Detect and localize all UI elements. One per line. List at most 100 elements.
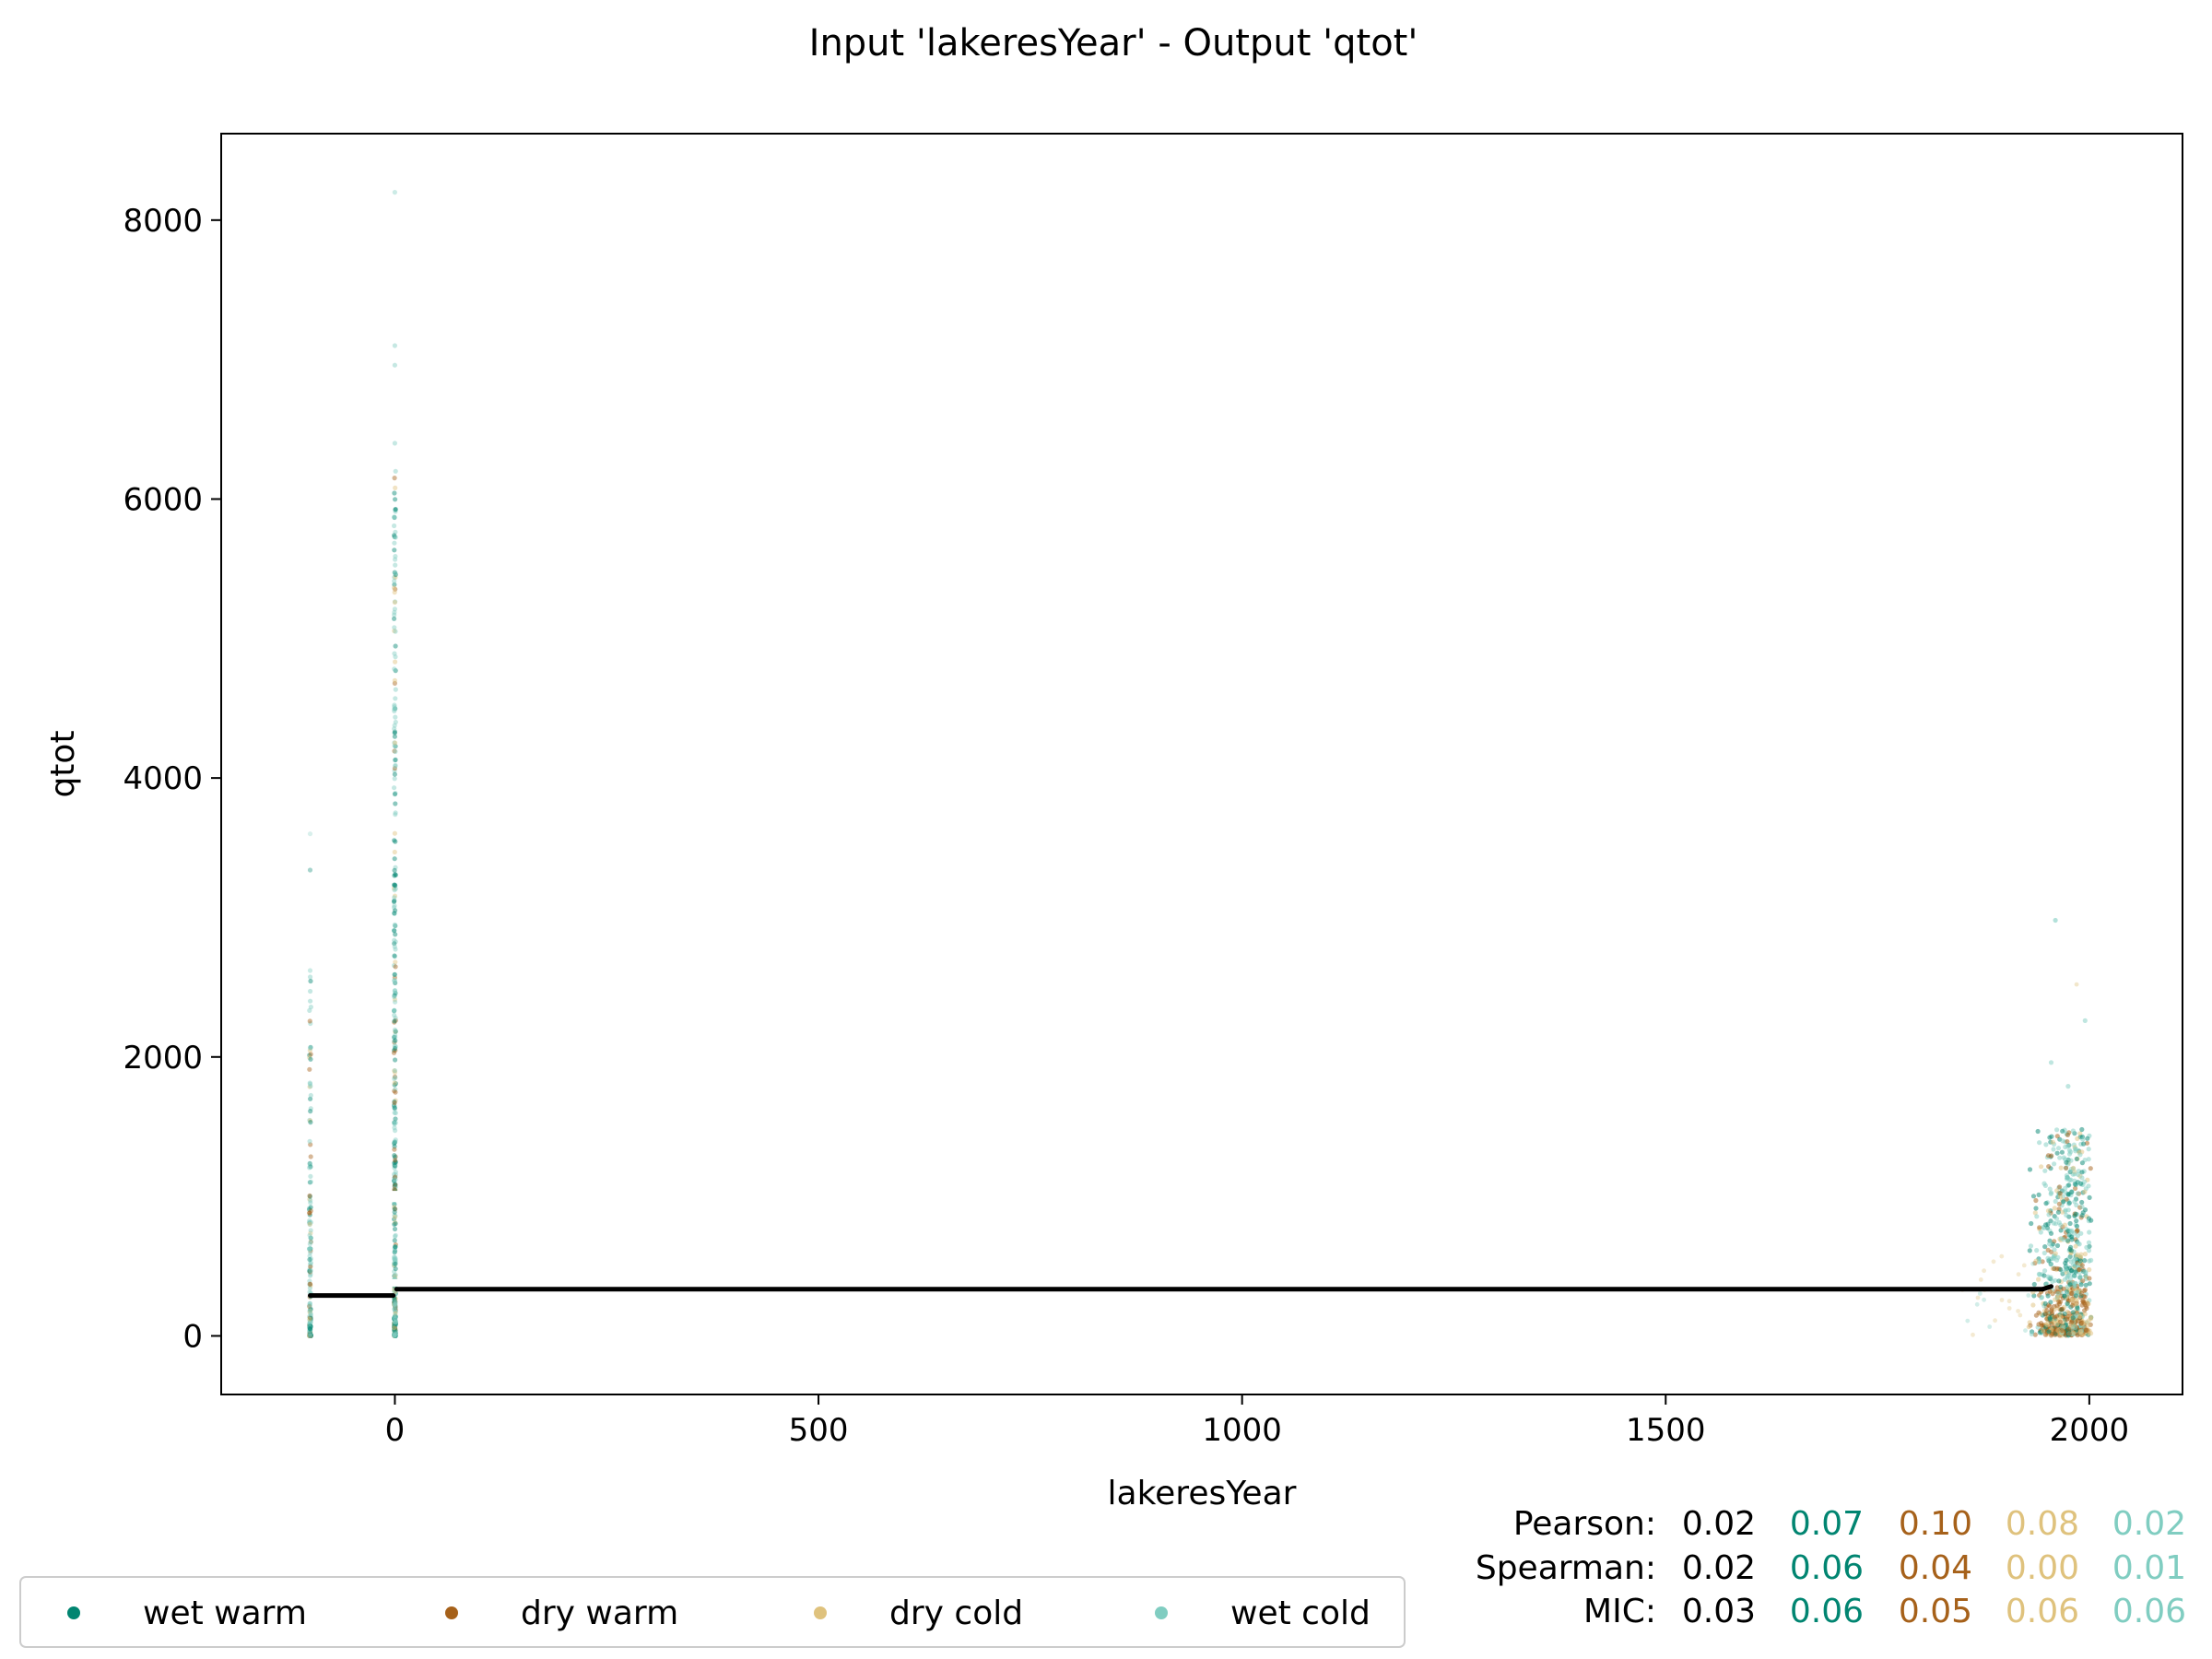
data-point bbox=[393, 1327, 398, 1333]
data-point bbox=[1999, 1253, 2005, 1259]
data-point bbox=[2083, 1269, 2088, 1275]
data-point bbox=[307, 1246, 313, 1252]
data-point bbox=[2059, 1328, 2065, 1334]
data-point bbox=[2078, 1230, 2084, 1236]
data-point bbox=[392, 1333, 397, 1338]
data-point bbox=[308, 1311, 313, 1316]
data-point bbox=[2057, 1191, 2063, 1196]
data-point bbox=[393, 1159, 398, 1165]
data-point bbox=[2080, 1299, 2086, 1304]
data-point bbox=[308, 1283, 313, 1288]
data-point bbox=[393, 1327, 398, 1333]
data-point bbox=[392, 1008, 397, 1014]
data-point bbox=[307, 1221, 312, 1227]
data-point bbox=[308, 1239, 313, 1244]
data-point bbox=[1978, 1277, 1983, 1282]
data-point bbox=[393, 586, 398, 592]
data-point bbox=[392, 1034, 397, 1040]
data-point bbox=[307, 1165, 312, 1171]
data-point bbox=[393, 1081, 398, 1087]
data-point bbox=[308, 1239, 313, 1245]
data-point bbox=[393, 964, 398, 970]
data-point bbox=[2063, 1185, 2068, 1191]
data-point bbox=[393, 1331, 398, 1336]
stat-overall: 0.02 bbox=[1682, 1505, 1756, 1543]
data-point bbox=[2044, 1281, 2050, 1287]
data-point bbox=[308, 1313, 313, 1319]
data-point bbox=[393, 509, 398, 514]
data-point bbox=[393, 959, 398, 965]
data-point bbox=[307, 1333, 312, 1338]
data-point bbox=[307, 1286, 312, 1291]
data-point bbox=[393, 1087, 398, 1092]
y-axis-label: qtot bbox=[44, 730, 82, 797]
data-point bbox=[307, 1253, 312, 1259]
data-point bbox=[393, 1301, 398, 1308]
data-point bbox=[392, 726, 397, 732]
data-point bbox=[392, 606, 397, 612]
data-point bbox=[392, 1329, 397, 1335]
stat-value: 0.04 bbox=[1899, 1549, 1972, 1587]
data-point bbox=[392, 905, 397, 911]
data-point bbox=[393, 932, 398, 937]
data-point bbox=[307, 1325, 312, 1331]
data-point bbox=[393, 1057, 398, 1063]
data-point bbox=[392, 1105, 397, 1111]
stat-value: 0.02 bbox=[2112, 1505, 2186, 1543]
data-point bbox=[392, 1120, 397, 1125]
data-point bbox=[307, 1308, 313, 1313]
data-point bbox=[2049, 1134, 2054, 1139]
data-point bbox=[392, 1007, 397, 1013]
legend-label: wet warm bbox=[143, 1594, 307, 1632]
data-point bbox=[393, 1300, 398, 1306]
data-point bbox=[307, 1300, 312, 1307]
data-point bbox=[393, 1329, 398, 1335]
data-point bbox=[393, 696, 398, 701]
data-point bbox=[307, 1080, 312, 1086]
data-point bbox=[392, 911, 397, 916]
data-point bbox=[2087, 1281, 2092, 1287]
data-point bbox=[392, 1333, 398, 1338]
data-point bbox=[2048, 1191, 2053, 1196]
data-point bbox=[2068, 1149, 2074, 1155]
data-point bbox=[392, 540, 397, 546]
data-point bbox=[392, 776, 397, 782]
data-point bbox=[393, 1170, 398, 1175]
data-point bbox=[392, 1147, 397, 1152]
data-point bbox=[393, 1098, 398, 1103]
data-point bbox=[307, 1333, 312, 1338]
data-point bbox=[392, 1162, 397, 1168]
data-point bbox=[2082, 1252, 2088, 1257]
data-point bbox=[308, 974, 313, 980]
data-point bbox=[2059, 1306, 2065, 1312]
data-point bbox=[307, 1048, 312, 1053]
data-point bbox=[392, 1299, 397, 1304]
data-point bbox=[393, 872, 398, 878]
data-point bbox=[392, 988, 398, 994]
data-point bbox=[308, 1281, 313, 1287]
data-point bbox=[2087, 1230, 2092, 1235]
data-point bbox=[392, 856, 397, 862]
data-point bbox=[308, 1320, 313, 1325]
data-point bbox=[392, 838, 397, 843]
data-point bbox=[393, 1111, 398, 1116]
data-point bbox=[392, 978, 397, 983]
data-point bbox=[2016, 1272, 2021, 1277]
data-point bbox=[307, 1333, 313, 1338]
data-point bbox=[2058, 1236, 2064, 1241]
data-point bbox=[2087, 1267, 2092, 1273]
data-point bbox=[392, 706, 397, 712]
data-point bbox=[392, 937, 397, 943]
data-point bbox=[307, 831, 313, 837]
data-point bbox=[393, 801, 398, 806]
data-point bbox=[2016, 1309, 2021, 1313]
data-point bbox=[307, 1333, 312, 1338]
data-point bbox=[2070, 1315, 2076, 1321]
data-point bbox=[308, 1044, 313, 1050]
data-point bbox=[393, 1325, 398, 1331]
data-point bbox=[307, 1319, 312, 1324]
data-point bbox=[392, 1333, 397, 1338]
data-point bbox=[2079, 1175, 2085, 1181]
data-point bbox=[393, 1174, 398, 1180]
data-point bbox=[392, 1088, 397, 1094]
